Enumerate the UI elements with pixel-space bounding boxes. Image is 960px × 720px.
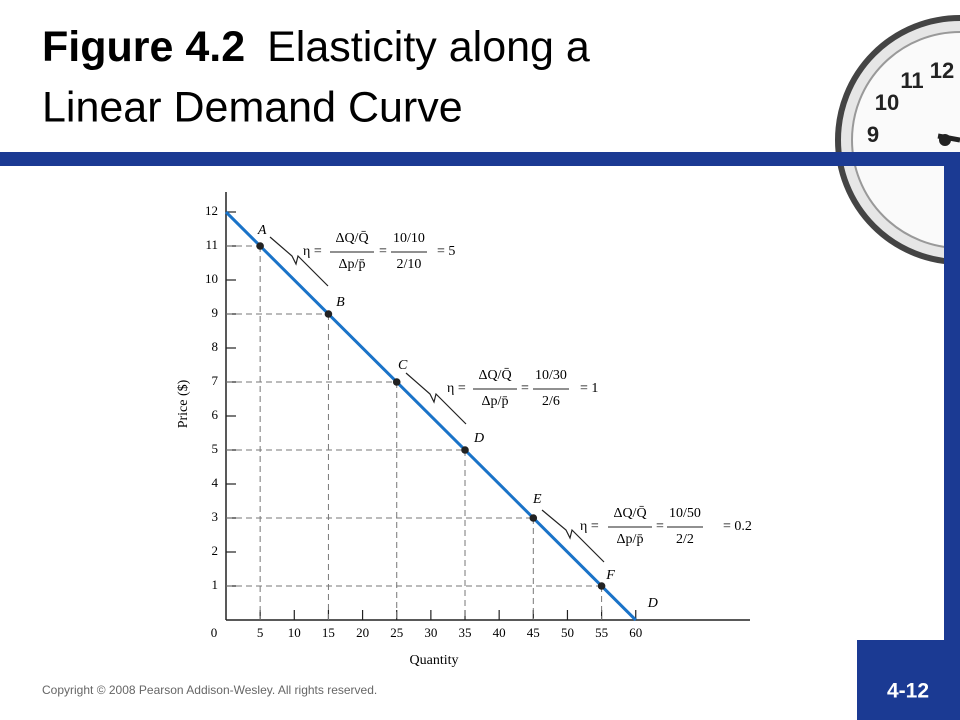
braces [269, 236, 605, 563]
x-tick-label: 15 [322, 625, 335, 640]
y-tick-label: 1 [212, 577, 219, 592]
result: = 1 [580, 381, 598, 396]
y-tick-label: 4 [212, 475, 219, 490]
point-label: E [532, 492, 542, 507]
x-tick-label: 55 [595, 625, 608, 640]
point [392, 378, 401, 386]
copyright: Copyright © 2008 Pearson Addison-Wesley.… [42, 683, 377, 697]
title-line2: Linear Demand Curve [42, 83, 463, 131]
point-label: B [336, 295, 345, 310]
point [597, 582, 606, 590]
x-axis-label: Quantity [410, 653, 459, 668]
demand-curve [224, 210, 637, 622]
curve-label: D [647, 596, 658, 611]
point [529, 514, 538, 522]
x-tick-label: 5 [257, 625, 264, 640]
point [324, 310, 333, 318]
result: = 0.2 [723, 519, 752, 534]
title-bold: Figure 4.2 [42, 23, 245, 71]
side-bar [944, 152, 960, 720]
clock-number: 12 [930, 58, 954, 83]
y-tick-label: 6 [212, 407, 219, 422]
equals: = [521, 381, 529, 396]
formula-num: ΔQ/Q̄ [613, 506, 646, 522]
page-number: 4-12 [887, 680, 929, 703]
value-num: 10/50 [669, 506, 701, 521]
value-num: 10/10 [393, 231, 425, 246]
y-tick-label: 9 [212, 305, 219, 320]
x-tick-label: 30 [424, 625, 437, 640]
point-label: C [398, 358, 408, 373]
point [461, 446, 469, 454]
title: Figure 4.2 Elasticity along a [42, 23, 590, 71]
y-tick-label: 2 [212, 543, 219, 558]
x-tick-label: 0 [211, 625, 218, 640]
y-tick-label: 10 [205, 271, 218, 286]
value-den: 2/6 [542, 394, 560, 409]
page-box [857, 640, 960, 720]
title-rest: Elasticity along a [267, 23, 590, 71]
x-tick-label: 35 [459, 625, 472, 640]
clock-number: 10 [875, 90, 899, 115]
clock-number: 9 [867, 122, 879, 147]
formula-num: ΔQ/Q̄ [335, 231, 368, 247]
result: = 5 [437, 244, 455, 259]
eta: η = [447, 381, 466, 396]
formula-den: Δp/p̄ [339, 257, 366, 272]
value-num: 10/30 [535, 368, 567, 383]
eta: η = [580, 519, 599, 534]
y-axis-label: Price ($) [176, 379, 191, 428]
clock-number: 11 [900, 68, 923, 93]
point-label: D [473, 431, 484, 446]
point-label: A [257, 223, 267, 238]
value-den: 2/10 [397, 257, 422, 272]
formula-den: Δp/p̄ [617, 532, 644, 547]
x-tick-label: 60 [629, 625, 642, 640]
x-tick-label: 40 [493, 625, 506, 640]
point-label: F [605, 568, 615, 583]
equals: = [379, 244, 387, 259]
formula-num: ΔQ/Q̄ [478, 368, 511, 384]
equals: = [656, 519, 664, 534]
y-tick-label: 8 [212, 339, 219, 354]
x-tick-label: 10 [288, 625, 301, 640]
y-tick-label: 5 [212, 441, 219, 456]
clock [835, 15, 960, 265]
y-tick-label: 3 [212, 509, 219, 524]
x-tick-label: 25 [390, 625, 403, 640]
x-tick-label: 45 [527, 625, 540, 640]
x-tick-label: 20 [356, 625, 369, 640]
y-tick-label: 11 [205, 237, 218, 252]
eta: η = [303, 244, 322, 259]
header-bar [0, 152, 960, 166]
y-tick-label: 7 [212, 373, 219, 388]
formula-den: Δp/p̄ [482, 394, 509, 409]
value-den: 2/2 [676, 532, 694, 547]
x-tick-label: 50 [561, 625, 574, 640]
y-tick-label: 12 [205, 203, 218, 218]
point [256, 242, 264, 250]
